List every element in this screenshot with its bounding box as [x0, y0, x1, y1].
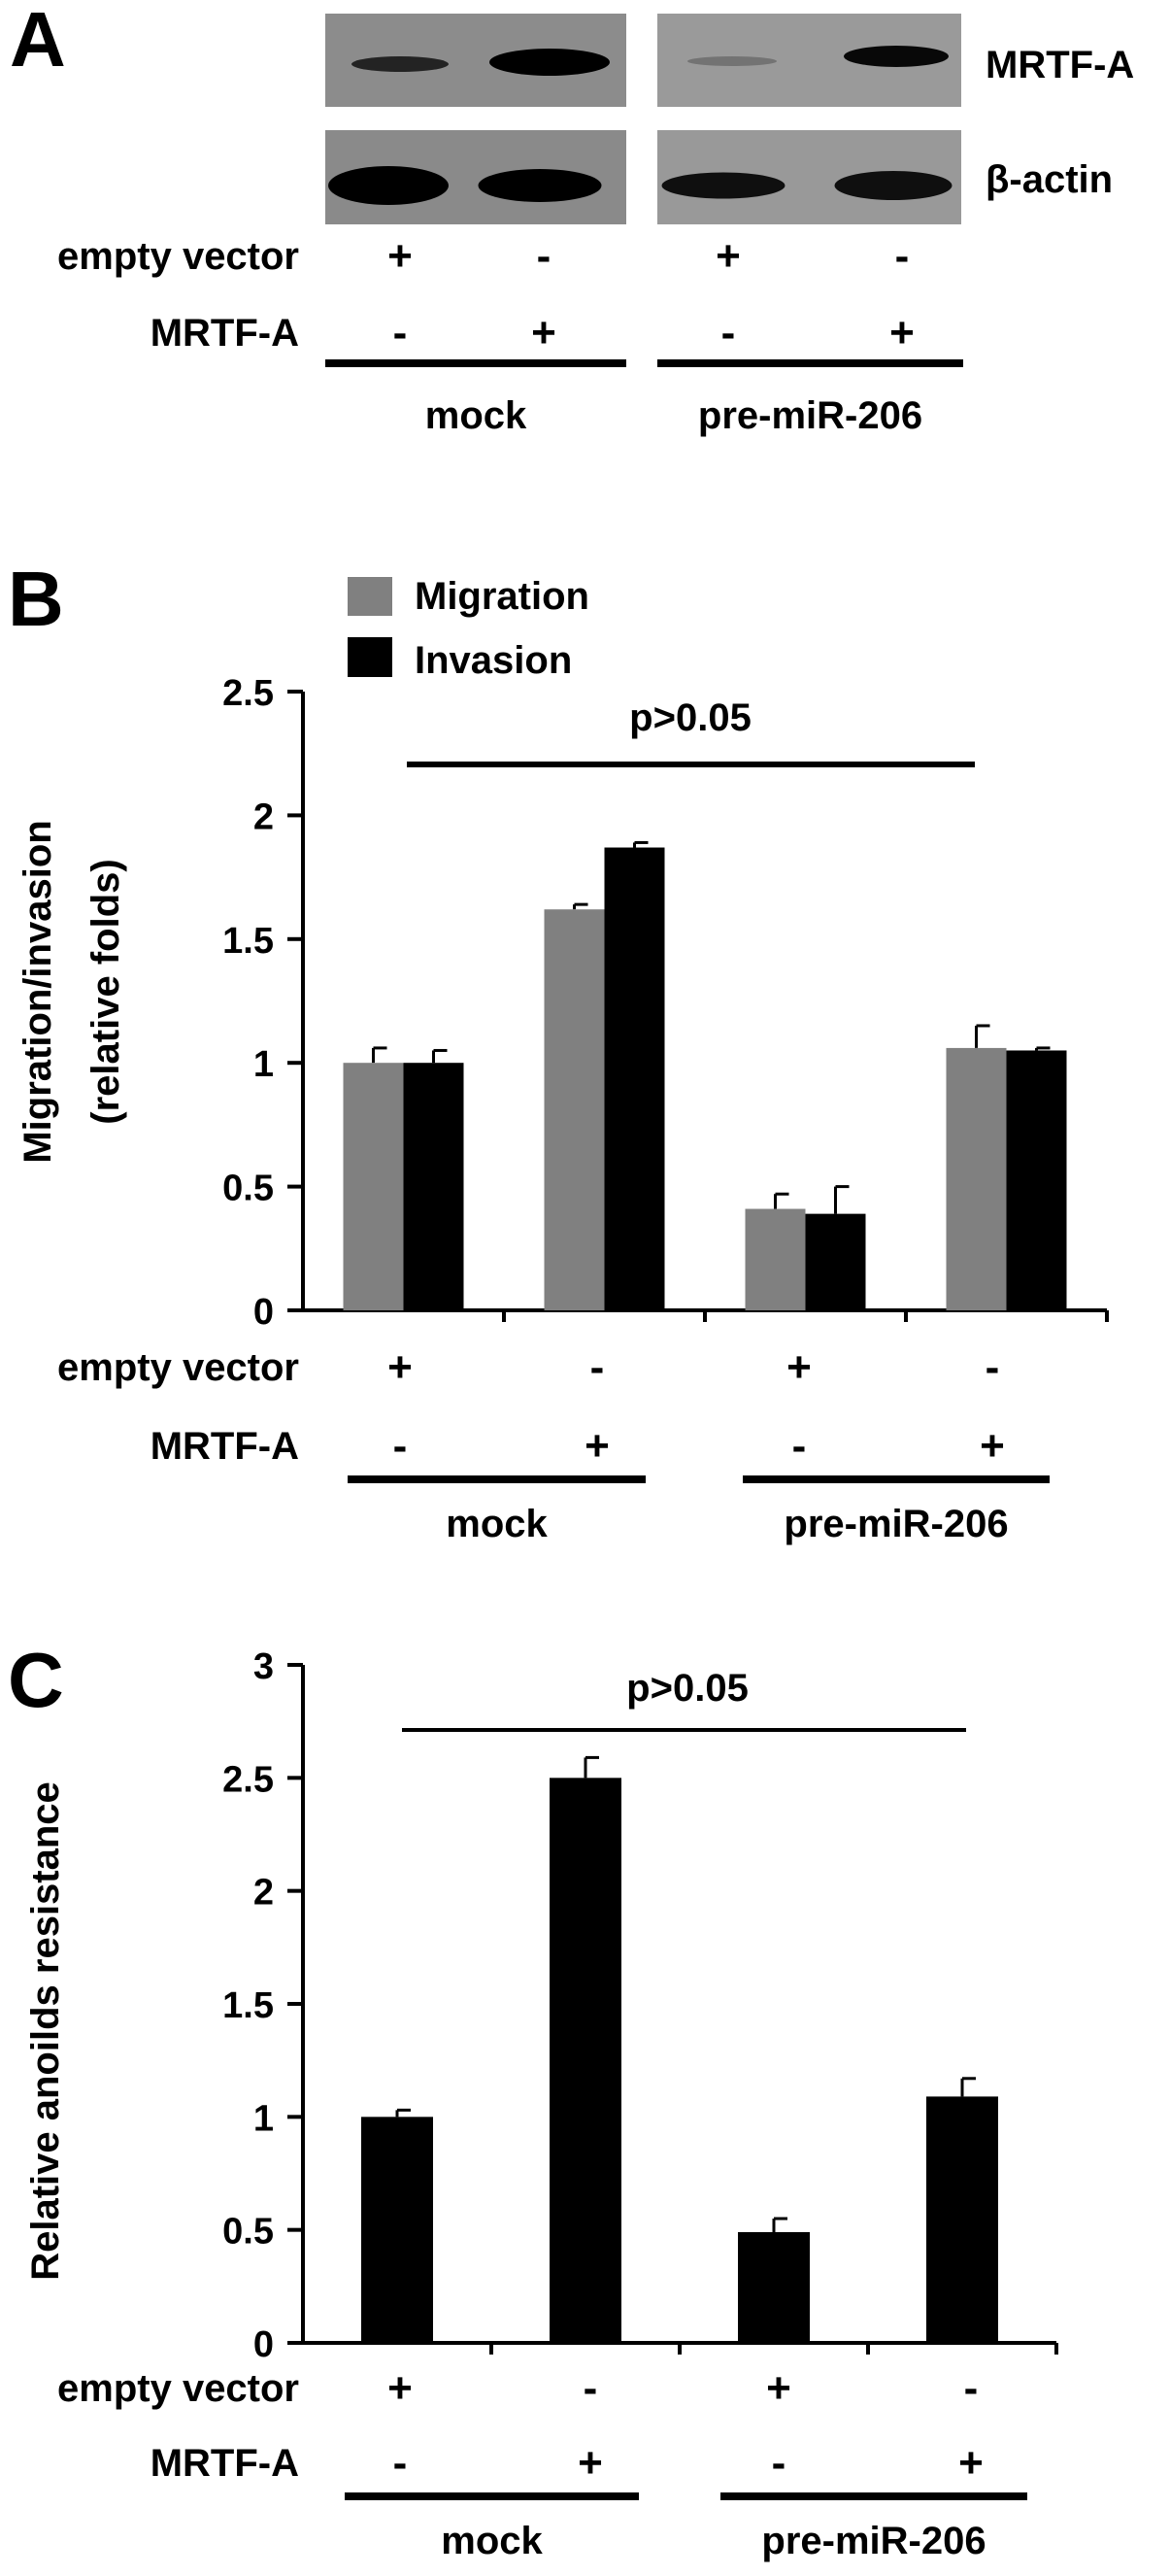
- row-label-mrtf-a: MRTF-A: [150, 312, 299, 355]
- y-tick-label: 2: [253, 1873, 274, 1914]
- panel-a: A MRTF-A β-actin empty vector MRTF-A + - - + +…: [10, 0, 1134, 437]
- row-label-mrtf-a: MRTF-A: [150, 2442, 299, 2485]
- row-label-mrtf-a: MRTF-A: [150, 1425, 299, 1468]
- empty-vector-sign: -: [986, 1343, 1000, 1391]
- bar-anoikis-resistance: [926, 2096, 998, 2343]
- mrtf-a-sign: +: [980, 1422, 1005, 1470]
- group-label: pre-miR-206: [761, 2520, 986, 2562]
- bar-migration: [343, 1063, 404, 1310]
- group-label: mock: [441, 2520, 543, 2562]
- mrtf-a-sign: +: [578, 2439, 603, 2487]
- empty-vector-sign: -: [964, 2364, 979, 2412]
- y-tick-label: 2: [253, 797, 274, 837]
- mrtf-a-sign: -: [721, 309, 736, 356]
- bar-anoikis-resistance: [550, 1778, 621, 2343]
- mrtf-a-sign: +: [889, 309, 915, 356]
- empty-vector-sign: +: [766, 2364, 791, 2412]
- y-axis-label-c: Relative anoilds resistance: [24, 1781, 67, 2281]
- empty-vector-sign: -: [590, 1343, 605, 1391]
- conditions-b: empty vector MRTF-A + - - + + - - + mock pre-miR-20…: [57, 1343, 1050, 1545]
- empty-vector-sign: +: [387, 232, 413, 280]
- band-beta-actin: [328, 166, 449, 205]
- y-tick-label: 1.5: [222, 921, 274, 962]
- empty-vector-sign: +: [716, 232, 741, 280]
- legend-swatch-migration: [348, 577, 392, 616]
- y-tick-label: 3: [253, 1646, 274, 1687]
- row-label-empty-vector: empty vector: [57, 235, 299, 278]
- row-label-empty-vector: empty vector: [57, 1346, 299, 1389]
- y-tick-label: 0: [253, 1292, 274, 1333]
- legend-label-migration: Migration: [415, 575, 589, 618]
- mrtf-a-sign: +: [585, 1422, 610, 1470]
- group-label: mock: [425, 394, 527, 437]
- band-beta-actin: [661, 172, 786, 199]
- band-mrtf-a: [844, 46, 949, 67]
- bar-invasion: [805, 1213, 866, 1310]
- y-tick-label: 0.5: [222, 1169, 274, 1209]
- legend-swatch-invasion: [348, 637, 392, 677]
- y-tick-label: 2.5: [222, 673, 274, 714]
- empty-vector-sign: -: [895, 232, 910, 280]
- y-tick-label: 1.5: [222, 1985, 274, 2026]
- y-tick-label: 0: [253, 2324, 274, 2365]
- significance-label-b: p>0.05: [629, 696, 752, 739]
- bar-anoikis-resistance: [361, 2117, 433, 2343]
- mrtf-a-sign: -: [772, 2439, 786, 2487]
- y-axis-label-line1: Migration/invasion: [17, 820, 59, 1163]
- mrtf-a-sign: +: [958, 2439, 984, 2487]
- mrtf-a-sign: +: [531, 309, 556, 356]
- bar-migration: [946, 1047, 1007, 1310]
- empty-vector-sign: +: [387, 2364, 413, 2412]
- band-beta-actin: [478, 169, 602, 202]
- panel-b: B Migration Invasion Migration/invasion …: [8, 556, 1109, 1545]
- mrtf-a-sign: -: [393, 1422, 408, 1470]
- bar-invasion: [1006, 1050, 1067, 1310]
- blot-label-actin: β-actin: [986, 158, 1113, 201]
- band-beta-actin: [834, 171, 953, 200]
- panel-label-a: A: [10, 0, 66, 83]
- bar-chart-c: 0 0.5 1 1.5 2 2.5 3: [222, 1646, 1058, 2365]
- band-mrtf-a: [489, 49, 610, 76]
- bar-invasion: [604, 847, 665, 1310]
- panel-label-b: B: [8, 556, 64, 642]
- group-label: pre-miR-206: [698, 394, 922, 437]
- panel-label-c: C: [8, 1637, 64, 1723]
- significance-label-c: p>0.05: [626, 1667, 749, 1710]
- empty-vector-sign: +: [387, 1343, 413, 1391]
- bar-chart-b: 0 0.5 1 1.5 2 2.5: [222, 673, 1109, 1333]
- y-tick-label: 1: [253, 2098, 274, 2139]
- blot-label-mrtf: MRTF-A: [986, 44, 1134, 86]
- y-axis-label-line2: (relative folds): [84, 859, 127, 1124]
- mrtf-a-sign: -: [792, 1422, 807, 1470]
- empty-vector-sign: -: [537, 232, 552, 280]
- row-label-empty-vector: empty vector: [57, 2367, 299, 2410]
- group-label: mock: [446, 1503, 548, 1545]
- mrtf-a-sign: -: [393, 2439, 408, 2487]
- bar-migration: [745, 1208, 806, 1310]
- y-tick-label: 0.5: [222, 2212, 274, 2253]
- band-mrtf-a: [351, 56, 449, 72]
- bar-anoikis-resistance: [738, 2231, 810, 2343]
- y-tick-label: 1: [253, 1044, 274, 1085]
- y-axis-label-b: Migration/invasion (relative folds): [17, 820, 127, 1163]
- band-mrtf-a: [687, 56, 777, 66]
- group-label: pre-miR-206: [784, 1503, 1008, 1545]
- bar-invasion: [403, 1063, 464, 1310]
- blot-bands: [328, 46, 953, 205]
- empty-vector-sign: +: [786, 1343, 812, 1391]
- mrtf-a-sign: -: [393, 309, 408, 356]
- panel-c: C Relative anoilds resistance p>0.05 0 0.…: [8, 1637, 1058, 2562]
- bar-migration: [544, 909, 605, 1310]
- y-tick-label: 2.5: [222, 1759, 274, 1800]
- empty-vector-sign: -: [584, 2364, 598, 2412]
- legend-label-invasion: Invasion: [415, 639, 572, 682]
- y-axis-label: Relative anoilds resistance: [24, 1781, 67, 2281]
- conditions-c: empty vector MRTF-A + - - + + - - + mock pre-miR-20…: [57, 2364, 1027, 2562]
